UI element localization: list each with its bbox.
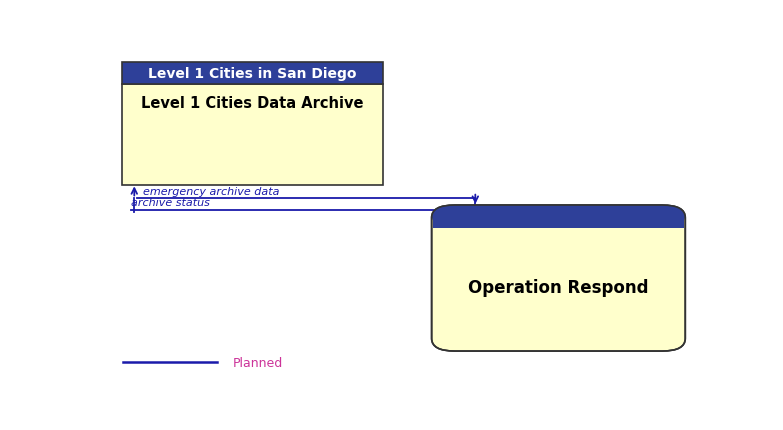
Text: Planned: Planned	[233, 356, 283, 369]
Text: Level 1 Cities in San Diego: Level 1 Cities in San Diego	[148, 67, 357, 81]
FancyBboxPatch shape	[431, 206, 685, 351]
FancyBboxPatch shape	[433, 216, 684, 228]
FancyBboxPatch shape	[122, 63, 383, 85]
FancyBboxPatch shape	[122, 85, 383, 186]
Text: Operation Respond: Operation Respond	[468, 278, 648, 296]
Text: Level 1 Cities Data Archive: Level 1 Cities Data Archive	[142, 95, 364, 111]
FancyBboxPatch shape	[431, 206, 685, 228]
Text: archive status: archive status	[132, 198, 210, 208]
Text: emergency archive data: emergency archive data	[143, 186, 280, 196]
